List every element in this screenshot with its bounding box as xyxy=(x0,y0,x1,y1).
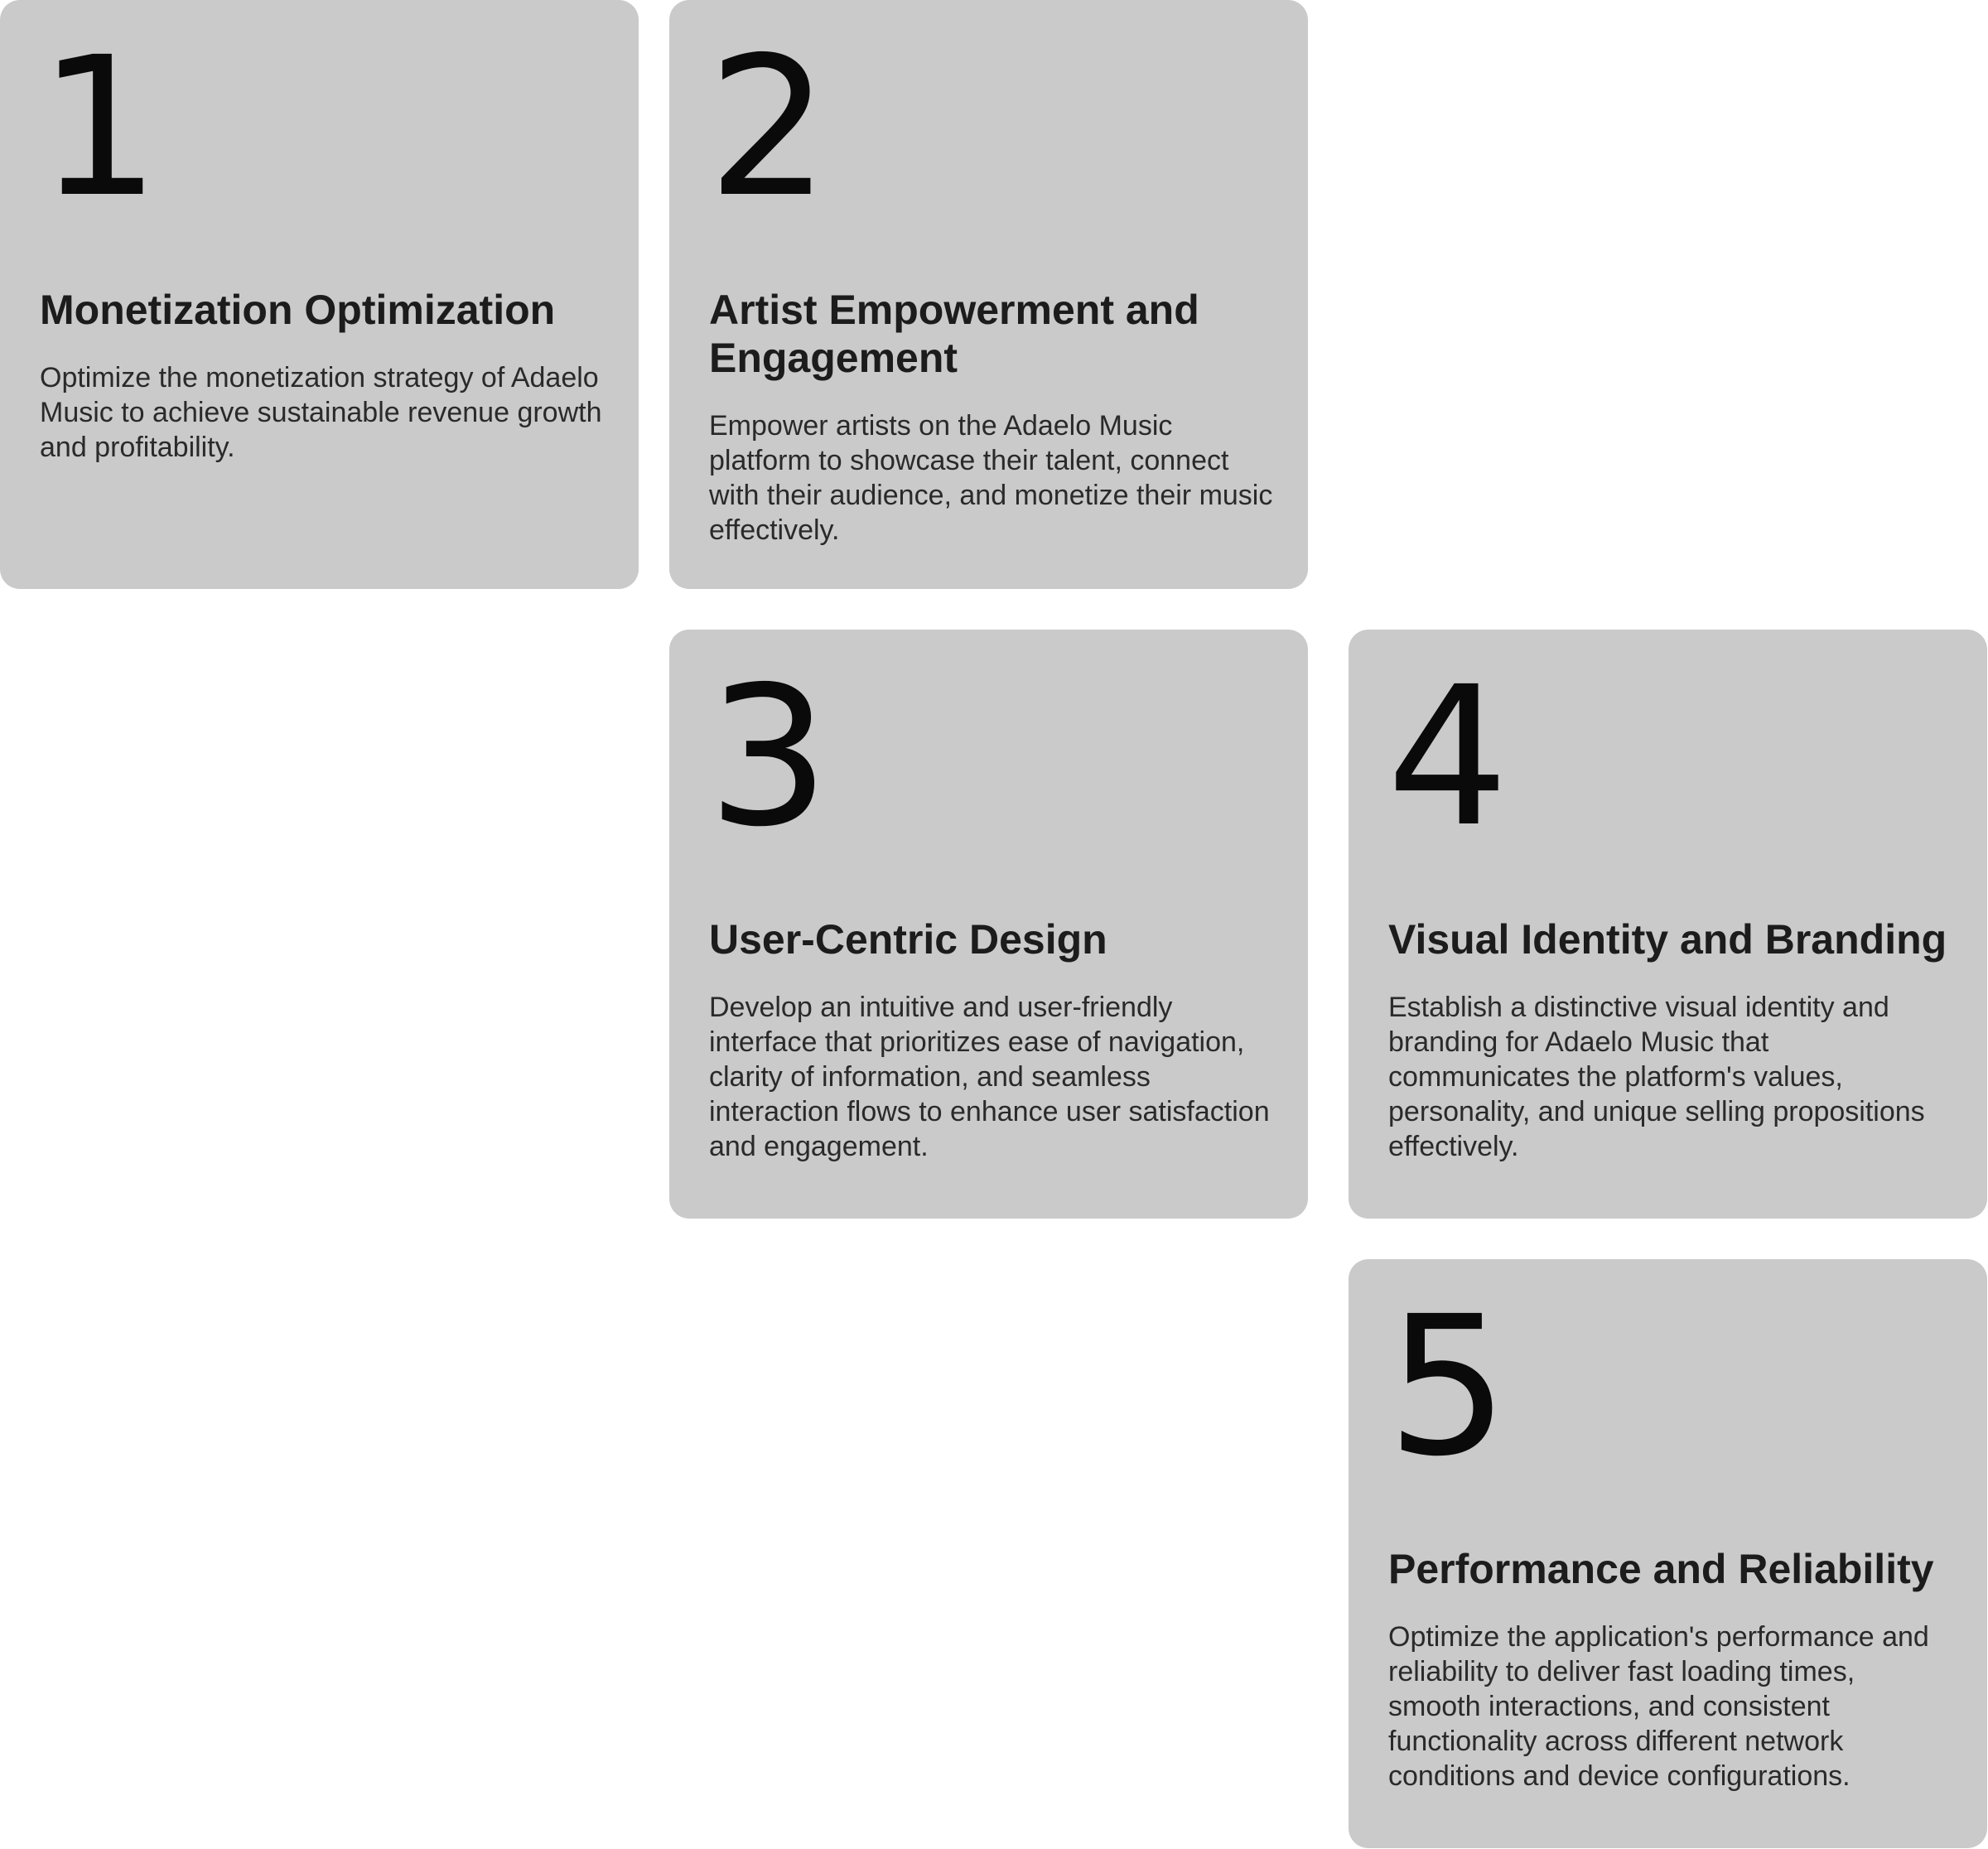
card-description: Empower artists on the Adaelo Music plat… xyxy=(709,410,1273,546)
card-content: Visual Identity and Branding Establish a… xyxy=(1388,915,1954,1164)
card-number: 4 xyxy=(1387,645,1509,869)
card-content: Monetization Optimization Optimize the m… xyxy=(40,286,606,465)
card-title: User-Centric Design xyxy=(709,916,1107,963)
card-number: 5 xyxy=(1387,1275,1509,1499)
goal-card-5: 5 Performance and Reliability Optimize t… xyxy=(1349,1259,1987,1848)
card-description: Establish a distinctive visual identity … xyxy=(1388,992,1925,1162)
goal-card-1: 1 Monetization Optimization Optimize the… xyxy=(0,0,639,589)
goal-card-3: 3 User-Centric Design Develop an intuiti… xyxy=(669,630,1308,1219)
card-description: Develop an intuitive and user-friendly i… xyxy=(709,992,1270,1162)
card-content: Performance and Reliability Optimize the… xyxy=(1388,1545,1954,1793)
card-description: Optimize the monetization strategy of Ad… xyxy=(40,362,602,463)
card-title: Performance and Reliability xyxy=(1388,1546,1934,1592)
card-number: 2 xyxy=(707,16,830,239)
card-title: Artist Empowerment and Engagement xyxy=(709,287,1199,381)
card-title: Visual Identity and Branding xyxy=(1388,916,1947,963)
goal-card-2: 2 Artist Empowerment and Engagement Empo… xyxy=(669,0,1308,589)
card-content: Artist Empowerment and Engagement Empowe… xyxy=(709,286,1275,548)
card-content: User-Centric Design Develop an intuitive… xyxy=(709,915,1275,1164)
card-number: 3 xyxy=(707,645,830,869)
goal-card-4: 4 Visual Identity and Branding Establish… xyxy=(1349,630,1987,1219)
card-title: Monetization Optimization xyxy=(40,287,556,333)
card-description: Optimize the application's performance a… xyxy=(1388,1621,1929,1792)
card-number: 1 xyxy=(38,16,161,239)
